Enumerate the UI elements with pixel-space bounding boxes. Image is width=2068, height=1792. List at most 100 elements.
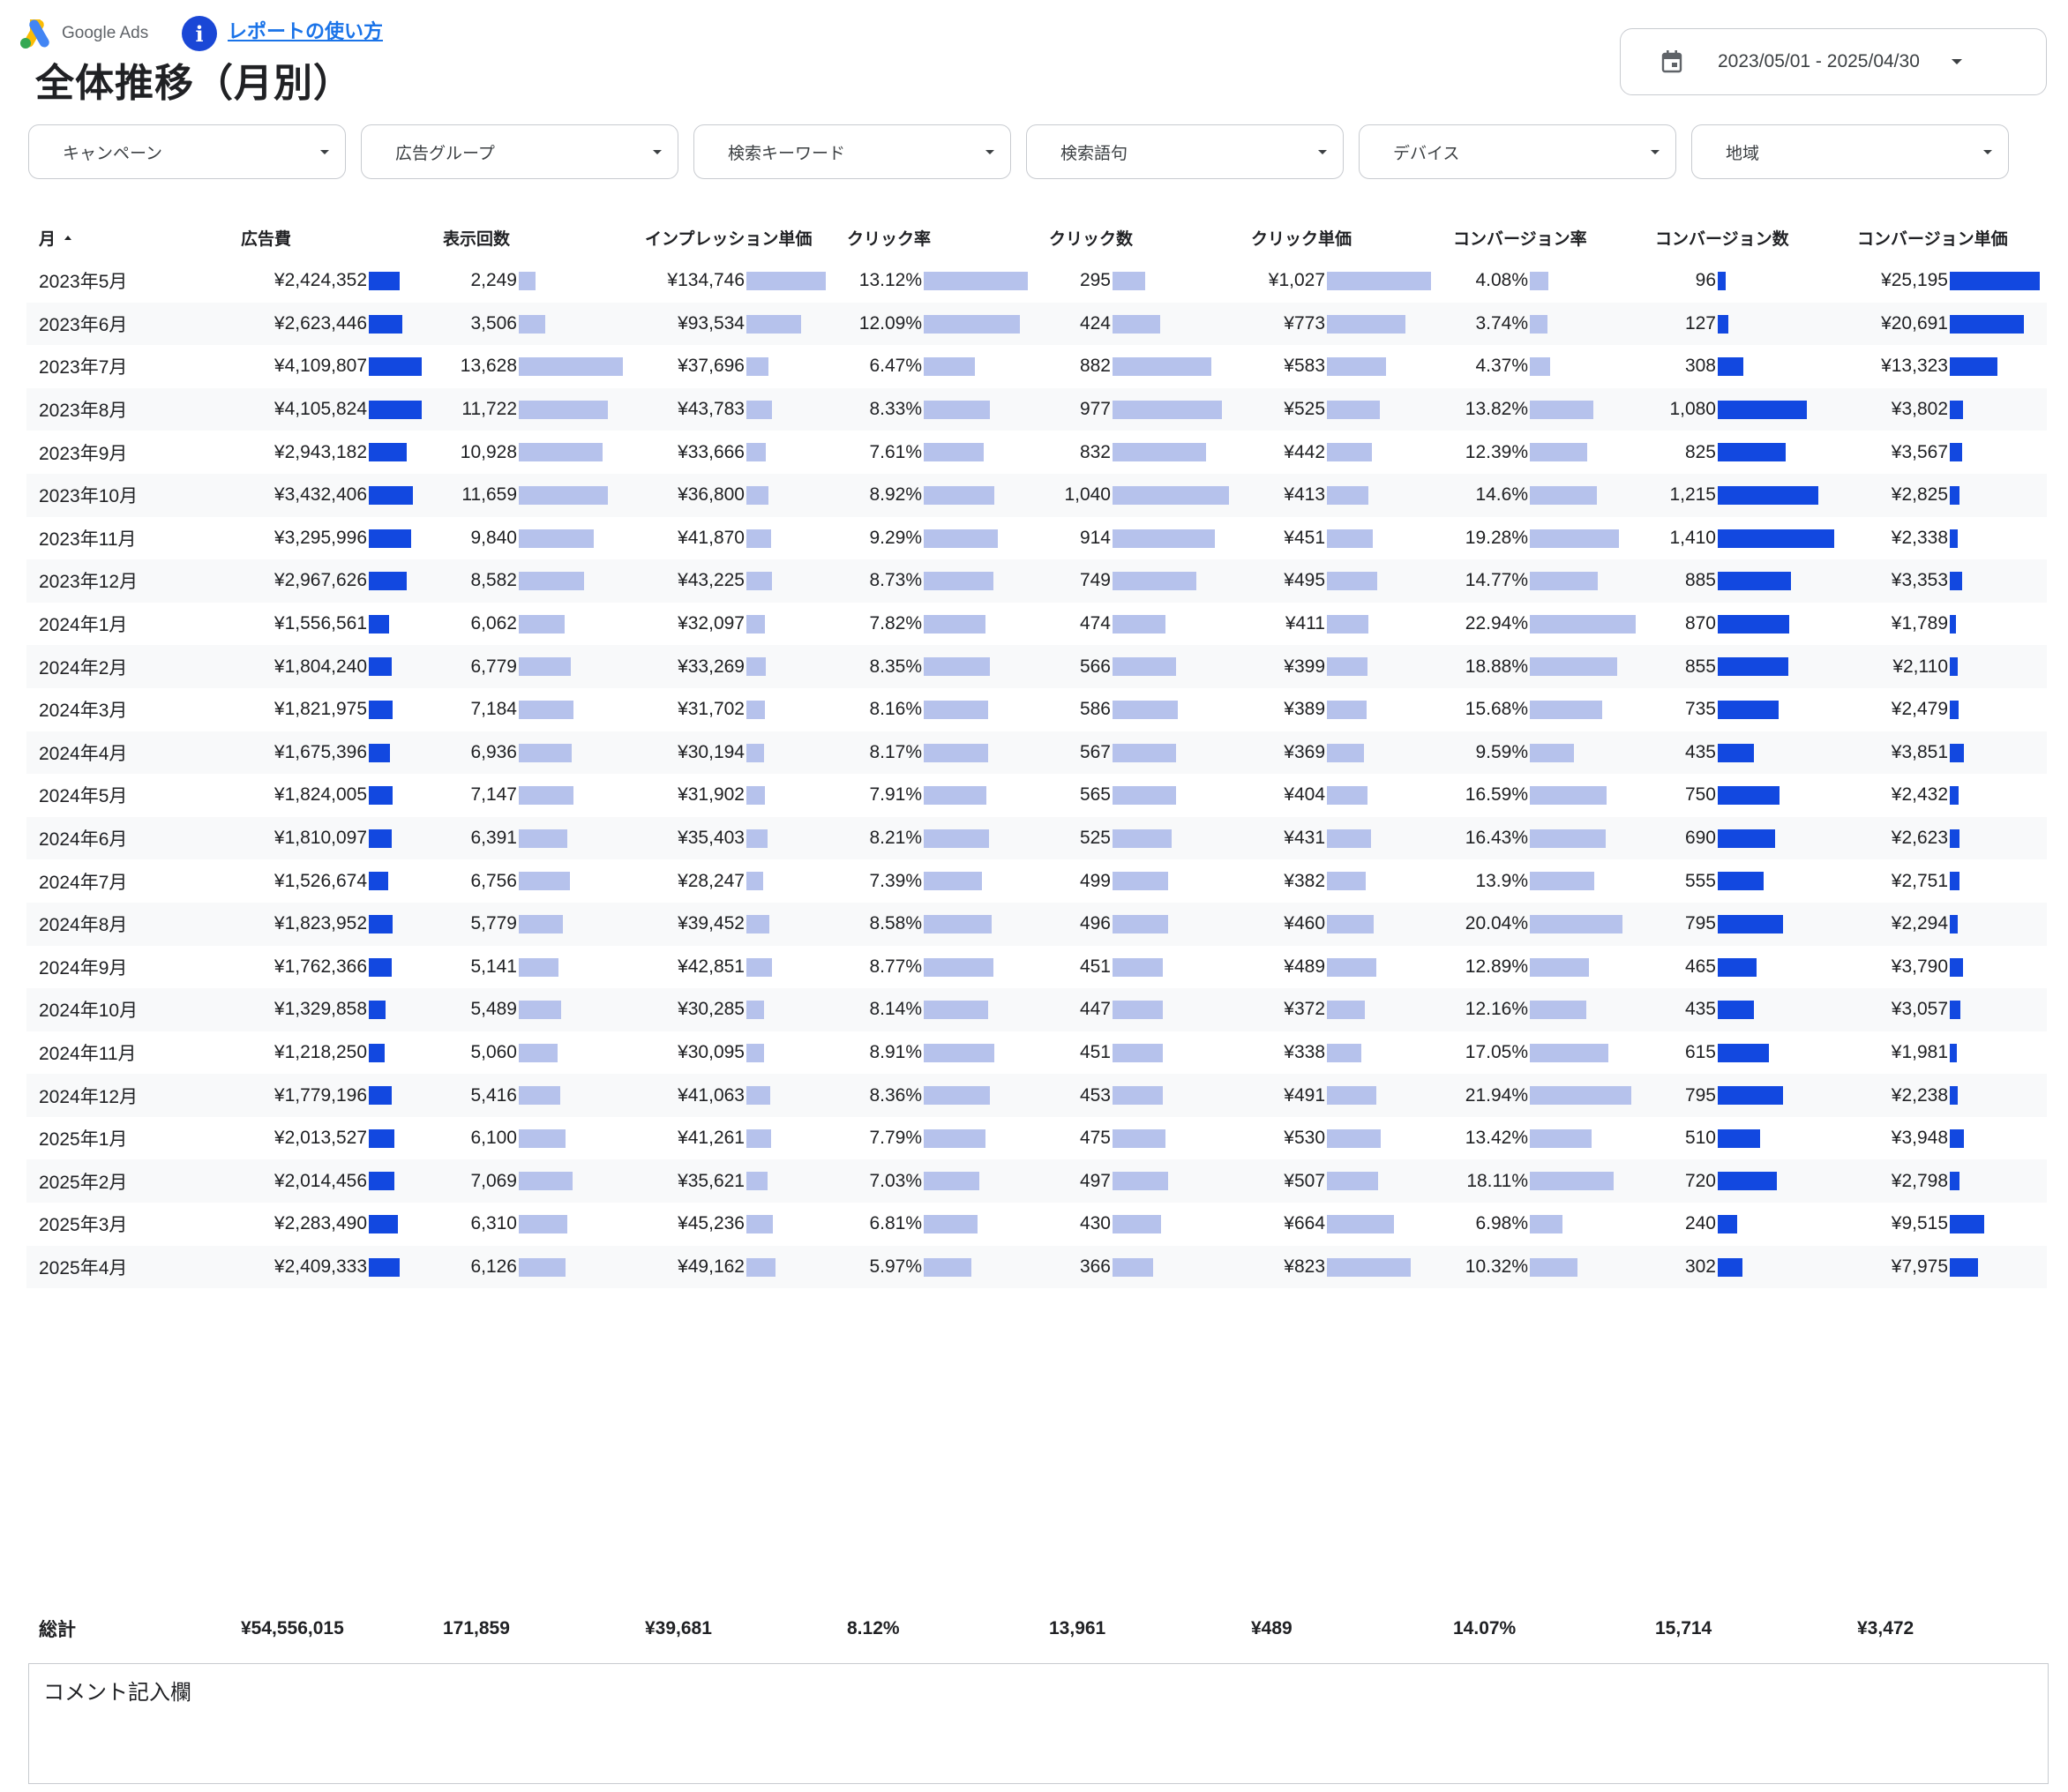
column-header[interactable]: インプレッション単価 [645,226,812,250]
cvr-cell: 20.04% [1465,913,1528,934]
cpc-cell: ¥773 [1284,312,1325,334]
cpa-bar [1950,1043,1957,1062]
table-row[interactable]: 2024年10月 ¥1,329,858 5,489 ¥30,285 8.14% 447 ¥3… [26,988,2047,1031]
clicks-cell: 749 [1079,570,1111,591]
table-row[interactable]: 2024年4月 ¥1,675,396 6,936 ¥30,194 8.17% 567 ¥36… [26,731,2047,775]
cpm-bar [746,657,766,677]
cpm-cell: ¥28,247 [678,870,745,891]
cvr-bar [1530,957,1589,977]
cvr-cell: 4.08% [1475,270,1528,291]
clicks-bar [1113,743,1176,762]
cpc-cell: ¥389 [1284,699,1325,720]
conversions-cell: 795 [1684,913,1716,934]
column-header[interactable]: クリック数 [1049,226,1133,250]
table-row[interactable]: 2025年4月 ¥2,409,333 6,126 ¥49,162 5.97% 366 ¥82… [26,1245,2047,1289]
cpa-bar [1950,272,2040,290]
table-row[interactable]: 2024年1月 ¥1,556,561 6,062 ¥32,097 7.82% 474 ¥41… [26,603,2047,646]
conversions-cell: 465 [1684,956,1716,977]
conversions-bar [1718,657,1788,677]
filter-device[interactable]: デバイス [1359,124,1676,179]
table-row[interactable]: 2023年9月 ¥2,943,182 10,928 ¥33,666 7.61% 832 ¥4… [26,431,2047,474]
info-icon[interactable]: i [182,16,217,51]
cpc-bar [1327,485,1368,505]
conversions-cell: 510 [1684,1128,1716,1149]
table-row[interactable]: 2024年5月 ¥1,824,005 7,147 ¥31,902 7.91% 565 ¥40… [26,774,2047,817]
column-header[interactable]: 広告費 [241,226,291,250]
cvr-bar [1530,614,1636,634]
table-row[interactable]: 2023年8月 ¥4,105,824 11,722 ¥43,783 8.33% 977 ¥5… [26,387,2047,431]
table-row[interactable]: 2025年2月 ¥2,014,456 7,069 ¥35,621 7.03% 497 ¥50… [26,1159,2047,1203]
date-range-picker[interactable]: 2023/05/01 - 2025/04/30 [1620,28,2047,95]
clicks-cell: 565 [1079,784,1111,806]
table-row[interactable]: 2024年7月 ¥1,526,674 6,756 ¥28,247 7.39% 499 ¥38… [26,859,2047,903]
column-header[interactable]: クリック単価 [1251,226,1352,250]
filter-keyword[interactable]: 検索キーワード [693,124,1011,179]
filter-region[interactable]: 地域 [1691,124,2009,179]
impressions-bar [519,1257,566,1277]
table-row[interactable]: 2024年12月 ¥1,779,196 5,416 ¥41,063 8.36% 453 ¥4… [26,1074,2047,1117]
month-cell: 2023年6月 [39,314,128,335]
table-row[interactable]: 2024年8月 ¥1,823,952 5,779 ¥39,452 8.58% 496 ¥46… [26,902,2047,946]
cvr-bar [1530,1001,1586,1020]
table-row[interactable]: 2024年6月 ¥1,810,097 6,391 ¥35,403 8.21% 525 ¥43… [26,816,2047,860]
cpa-bar [1950,1128,1964,1148]
conversions-bar [1718,1086,1783,1106]
clicks-bar [1113,443,1206,462]
help-link[interactable]: レポートの使い方 [228,20,384,42]
column-header[interactable]: コンバージョン単価 [1857,226,2008,250]
conversions-cell: 240 [1684,1213,1716,1234]
impressions-bar [519,357,623,377]
conversions-cell: 302 [1684,1256,1716,1277]
impressions-bar [519,786,573,806]
cpa-cell: ¥2,623 [1891,828,1948,849]
table-row[interactable]: 2024年2月 ¥1,804,240 6,779 ¥33,269 8.35% 566 ¥39… [26,645,2047,688]
filter-search-term[interactable]: 検索語句 [1026,124,1344,179]
ctr-cell: 8.36% [869,1084,922,1106]
total-cvr: 14.07% [1453,1618,1517,1638]
table-row[interactable]: 2023年6月 ¥2,623,446 3,506 ¥93,534 12.09% 424 ¥7… [26,302,2047,346]
column-header[interactable]: コンバージョン数 [1655,226,1789,250]
table-row[interactable]: 2024年9月 ¥1,762,366 5,141 ¥42,851 8.77% 451 ¥48… [26,946,2047,989]
clicks-bar [1113,272,1145,290]
table-row[interactable]: 2023年10月 ¥3,432,406 11,659 ¥36,800 8.92% 1,04… [26,473,2047,517]
filter-ad-group[interactable]: 広告グループ [361,124,678,179]
cost-cell: ¥2,014,456 [273,1170,367,1191]
calendar-icon [1661,50,1682,73]
cpa-bar [1950,1172,1959,1191]
cost-cell: ¥3,295,996 [273,527,367,548]
table-row[interactable]: 2024年11月 ¥1,218,250 5,060 ¥30,095 8.91% 451 ¥3… [26,1031,2047,1075]
conversions-bar [1718,272,1726,290]
table-row[interactable]: 2024年3月 ¥1,821,975 7,184 ¥31,702 8.16% 586 ¥38… [26,688,2047,731]
clicks-bar [1113,700,1178,719]
cpa-cell: ¥2,825 [1891,484,1948,506]
table-row[interactable]: 2023年7月 ¥4,109,807 13,628 ¥37,696 6.47% 882 ¥5… [26,345,2047,388]
column-header[interactable]: クリック率 [847,226,931,250]
ctr-cell: 8.77% [869,956,922,977]
cpa-cell: ¥2,798 [1891,1170,1948,1191]
conversions-cell: 435 [1684,741,1716,762]
column-header[interactable]: 表示回数 [443,226,510,250]
cpc-cell: ¥460 [1284,913,1325,934]
column-header[interactable]: コンバージョン率 [1453,226,1587,250]
ctr-bar [924,1043,994,1062]
filter-campaign[interactable]: キャンペーン [28,124,346,179]
month-cell: 2023年12月 [39,572,139,593]
cpc-bar [1327,700,1367,719]
cost-bar [369,657,392,677]
cpc-bar [1327,657,1367,677]
ctr-bar [924,657,990,677]
conversions-bar [1718,1172,1777,1191]
table-row[interactable]: 2025年3月 ¥2,283,490 6,310 ¥45,236 6.81% 430 ¥66… [26,1203,2047,1246]
table-row[interactable]: 2023年12月 ¥2,967,626 8,582 ¥43,225 8.73% 749 ¥4… [26,559,2047,603]
table-body: 2023年5月 ¥2,424,352 2,249 ¥134,746 13.12% 295 ¥… [26,259,2047,1289]
table-row[interactable]: 2025年1月 ¥2,013,527 6,100 ¥41,261 7.79% 475 ¥53… [26,1117,2047,1160]
cpm-cell: ¥43,783 [678,399,745,420]
table-row[interactable]: 2023年5月 ¥2,424,352 2,249 ¥134,746 13.12% 295 ¥… [26,259,2047,303]
comment-box[interactable]: コメント記入欄 [28,1663,2049,1784]
cost-cell: ¥1,821,975 [273,699,367,720]
column-header[interactable]: 月 [39,226,72,250]
cpa-cell: ¥3,567 [1891,441,1948,462]
month-cell: 2025年1月 [39,1129,128,1151]
month-cell: 2023年7月 [39,357,128,379]
table-row[interactable]: 2023年11月 ¥3,295,996 9,840 ¥41,870 9.29% 914 ¥4… [26,517,2047,560]
